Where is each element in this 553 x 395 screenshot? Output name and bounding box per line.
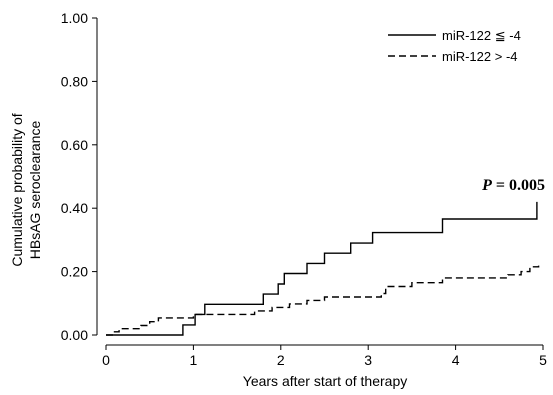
series-line-1 [106, 201, 538, 336]
x-tick-label: 5 [539, 352, 547, 368]
svg-text:P= 0.005: P = 0.005 [481, 177, 545, 194]
legend: miR-122 ≦ -4 miR-122 > -4 [388, 28, 521, 64]
y-axis-label-line1: Cumulative probability of [9, 113, 25, 266]
y-tick-label: 0.60 [61, 137, 88, 153]
y-tick-label: 1.00 [61, 10, 88, 26]
p-value-annotation: P = 0.005 [481, 177, 545, 194]
y-axis-label-line2: HBsAG seroclearance [27, 121, 43, 260]
x-tick-label: 2 [277, 352, 285, 368]
legend-label-series-2: miR-122 > -4 [442, 49, 518, 64]
legend-label-series-1: miR-122 ≦ -4 [442, 28, 521, 43]
x-axis: 0 1 2 3 4 5 [102, 344, 547, 368]
p-symbol: P [481, 177, 492, 194]
y-tick-label: 0.40 [61, 200, 88, 216]
y-tick-label: 0.80 [61, 73, 88, 89]
x-tick-label: 4 [452, 352, 460, 368]
y-tick-label: 0.20 [61, 264, 88, 280]
y-axis: 0.00 0.20 0.40 0.60 0.80 1.00 [61, 10, 98, 343]
p-value: = 0.005 [496, 177, 545, 194]
series-line-2 [106, 263, 540, 336]
x-tick-label: 3 [364, 352, 372, 368]
x-tick-label: 0 [102, 352, 110, 368]
x-tick-label: 1 [190, 352, 198, 368]
y-tick-label: 0.00 [61, 327, 88, 343]
plot-area [106, 201, 540, 336]
x-axis-label: Years after start of therapy [243, 373, 407, 389]
